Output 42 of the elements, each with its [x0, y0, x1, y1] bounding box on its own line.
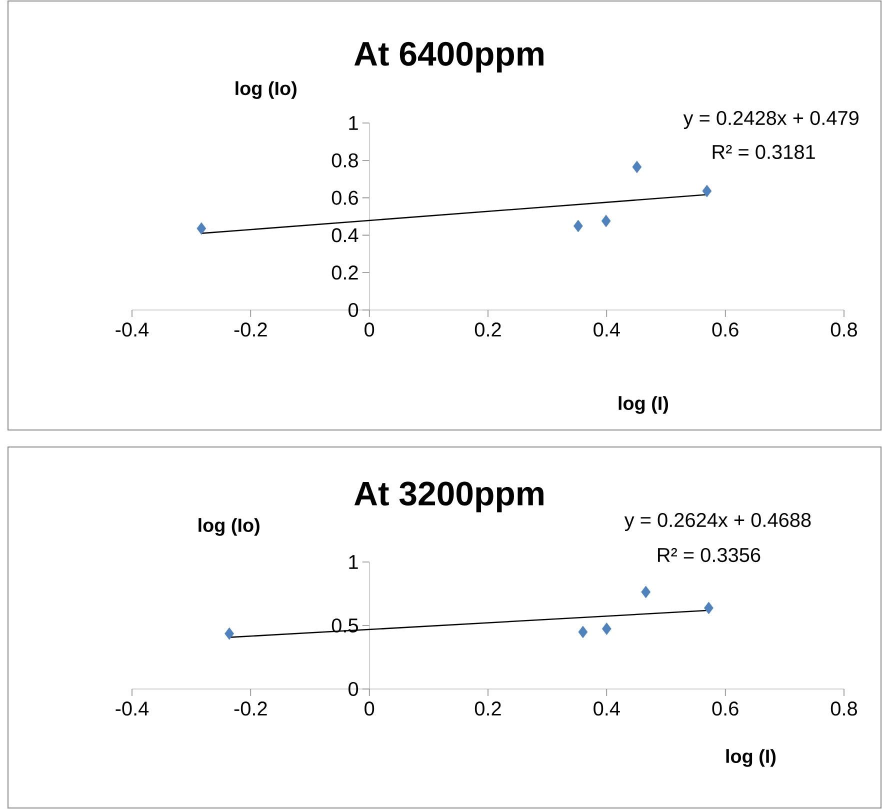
chart-title: At 3200ppm	[354, 482, 544, 512]
annotation: R² = 0.3356	[658, 548, 760, 562]
y-tick-label: 0.4	[332, 228, 358, 242]
y-tick-label: 0.6	[332, 190, 358, 205]
text: y = 0.2624x + 0.4688	[624, 512, 811, 532]
chart-title: At 6400ppm	[354, 42, 544, 73]
point	[704, 602, 714, 614]
y-tick-label: 0	[348, 682, 358, 696]
x-tick-label: -0.4	[116, 702, 149, 716]
annotation: y = 0.2428x + 0.479	[683, 110, 858, 130]
x-tick-label: 0.2	[474, 702, 501, 716]
x-tick-label: 0.2	[474, 322, 501, 337]
annotation: R² = 0.3181	[712, 144, 815, 160]
y-tick-label: 0.8	[332, 153, 358, 168]
y-tick-label: 0	[348, 302, 358, 318]
y-tick-label: 1	[349, 116, 358, 130]
point	[224, 627, 234, 640]
point	[601, 214, 611, 228]
point	[578, 626, 588, 638]
x-axis-title: log (I)	[618, 396, 668, 414]
x-tick-label: 0.8	[830, 702, 857, 716]
point	[641, 586, 651, 598]
x-axis-title: log (I)	[726, 749, 776, 767]
x-tick-label: -0.2	[234, 322, 267, 337]
point	[196, 222, 206, 235]
x-tick-label: 0	[364, 702, 374, 716]
y-tick-label: 1	[349, 555, 358, 569]
y-tick-label: 0.2	[332, 266, 358, 280]
x-tick-label: -0.2	[234, 702, 267, 716]
y-axis-title: log (Io)	[198, 518, 260, 536]
point	[602, 622, 612, 635]
x-tick-label: -0.4	[116, 322, 149, 337]
x-tick-label: 0.4	[594, 322, 620, 337]
x-tick-label: 0.8	[830, 322, 857, 337]
y-axis-title: log (Io)	[236, 81, 296, 99]
point	[702, 184, 712, 198]
x-tick-label: 0.4	[594, 702, 620, 716]
point	[573, 220, 583, 232]
x-tick-label: 0.6	[712, 702, 738, 716]
x-tick-label: 0.6	[712, 322, 738, 337]
x-tick-label: 0	[364, 322, 374, 337]
point	[632, 160, 642, 174]
